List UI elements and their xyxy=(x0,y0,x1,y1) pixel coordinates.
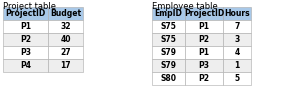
Bar xyxy=(185,7,223,20)
Text: EmpID: EmpID xyxy=(154,9,182,18)
Bar xyxy=(152,46,185,59)
Text: Budget: Budget xyxy=(50,9,81,18)
Text: 3: 3 xyxy=(234,35,240,44)
Bar xyxy=(223,46,251,59)
Text: 7: 7 xyxy=(234,22,240,31)
Text: ProjectID: ProjectID xyxy=(184,9,224,18)
Text: Hours: Hours xyxy=(224,9,250,18)
Bar xyxy=(152,7,185,20)
Text: P3: P3 xyxy=(20,48,31,57)
Bar xyxy=(48,33,83,46)
Bar xyxy=(48,20,83,33)
Bar xyxy=(48,7,83,20)
Text: P3: P3 xyxy=(199,61,209,70)
Text: Employee table: Employee table xyxy=(152,2,218,11)
Text: P2: P2 xyxy=(199,74,209,83)
Text: 1: 1 xyxy=(234,61,240,70)
Text: 27: 27 xyxy=(60,48,71,57)
Text: S79: S79 xyxy=(160,48,176,57)
Text: 17: 17 xyxy=(60,61,71,70)
Text: P2: P2 xyxy=(20,35,31,44)
Text: P1: P1 xyxy=(20,22,31,31)
Text: S80: S80 xyxy=(160,74,176,83)
Bar xyxy=(185,59,223,72)
Bar xyxy=(223,7,251,20)
Bar xyxy=(3,59,48,72)
Text: 40: 40 xyxy=(60,35,71,44)
Bar xyxy=(185,33,223,46)
Bar xyxy=(48,59,83,72)
Bar xyxy=(223,20,251,33)
Bar xyxy=(48,46,83,59)
Text: Project table: Project table xyxy=(3,2,56,11)
Bar xyxy=(152,33,185,46)
Bar xyxy=(152,59,185,72)
Text: 5: 5 xyxy=(234,74,240,83)
Text: P1: P1 xyxy=(199,48,209,57)
Bar xyxy=(3,33,48,46)
Text: S79: S79 xyxy=(160,61,176,70)
Text: S75: S75 xyxy=(160,35,176,44)
Bar xyxy=(3,7,48,20)
Bar xyxy=(223,72,251,85)
Bar xyxy=(223,59,251,72)
Bar xyxy=(185,46,223,59)
Bar xyxy=(223,33,251,46)
Text: P1: P1 xyxy=(199,22,209,31)
Bar xyxy=(185,72,223,85)
Bar xyxy=(3,20,48,33)
Bar xyxy=(152,20,185,33)
Text: 4: 4 xyxy=(234,48,240,57)
Text: 32: 32 xyxy=(60,22,71,31)
Text: P2: P2 xyxy=(199,35,209,44)
Bar xyxy=(152,72,185,85)
Bar xyxy=(185,20,223,33)
Text: ProjectID: ProjectID xyxy=(5,9,46,18)
Text: P4: P4 xyxy=(20,61,31,70)
Text: S75: S75 xyxy=(160,22,176,31)
Bar xyxy=(3,46,48,59)
